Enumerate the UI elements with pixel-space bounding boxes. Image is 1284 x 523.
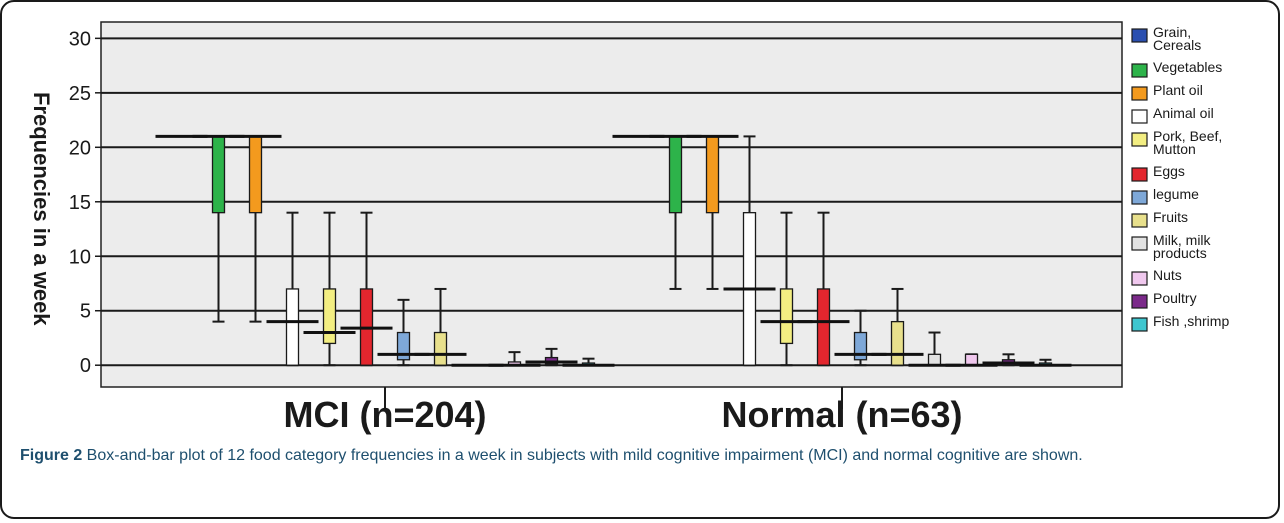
- legend-swatch: [1131, 317, 1148, 332]
- box-0-10: [525, 347, 578, 367]
- legend-label-line: legume: [1153, 186, 1199, 202]
- legend-label-line: Grain,: [1153, 24, 1191, 40]
- legend-swatch: [1131, 271, 1148, 286]
- legend-item-11: Fish ,shrimp: [1131, 313, 1229, 332]
- box-1-9: [945, 353, 998, 367]
- legend-label-line: Fruits: [1153, 209, 1188, 225]
- y-tick-label-0: 0: [80, 355, 91, 377]
- legend-label-line: Eggs: [1153, 163, 1185, 179]
- box-0-4: [303, 211, 356, 367]
- legend-item-1: Vegetables: [1131, 59, 1222, 78]
- legend-label-line: Vegetables: [1153, 59, 1222, 75]
- legend-item-0: Grain,Cereals: [1131, 24, 1201, 53]
- y-tick-label-15: 15: [69, 192, 91, 214]
- box-plot-chart: 0 5 10 15 20 25 30 Frequencies in a week MCI (n=…: [29, 21, 1229, 435]
- caption-text: Box-and-bar plot of 12 food category fre…: [82, 447, 1083, 464]
- box-body: [322, 288, 337, 345]
- box-body: [248, 135, 263, 214]
- box-0-9: [488, 351, 541, 367]
- box-body: [705, 135, 720, 214]
- box-body: [433, 331, 448, 366]
- legend-item-10: Poultry: [1131, 290, 1197, 309]
- legend-item-3: Animal oil: [1131, 105, 1214, 124]
- box-1-1: [649, 134, 702, 290]
- legend-label-line: Animal oil: [1153, 105, 1214, 121]
- box-body: [890, 320, 905, 366]
- box-0-5: [340, 211, 393, 367]
- legend-swatch: [1131, 294, 1148, 309]
- y-tick-label-10: 10: [69, 246, 91, 268]
- box-1-11: [1019, 358, 1072, 367]
- legend-label-line: Fish ,shrimp: [1153, 313, 1229, 329]
- figure-caption: Figure 2 Box-and-bar plot of 12 food cat…: [20, 443, 1272, 469]
- legend-label-line: Pork, Beef,: [1153, 128, 1222, 144]
- legend-swatch: [1131, 28, 1148, 43]
- legend-label-line: Nuts: [1153, 267, 1182, 283]
- box-1-3: [723, 135, 776, 367]
- legend-item-5: Eggs: [1131, 163, 1185, 182]
- y-tick-label-25: 25: [69, 83, 91, 105]
- x-group-label-1: Normal (n=63): [721, 394, 962, 435]
- legend-item-4: Pork, Beef,Mutton: [1131, 128, 1222, 157]
- y-axis-label: Frequencies in a week: [29, 92, 54, 326]
- box-0-3: [266, 211, 319, 367]
- legend-swatch: [1131, 109, 1148, 124]
- box-1-6: [834, 309, 887, 367]
- box-body: [964, 353, 979, 366]
- box-body: [779, 288, 794, 345]
- box-0-1: [192, 134, 245, 323]
- legend-label-line: Mutton: [1153, 141, 1196, 157]
- legend-swatch: [1131, 190, 1148, 205]
- legend-swatch: [1131, 236, 1148, 251]
- y-tick-label-20: 20: [69, 137, 91, 159]
- box-body: [285, 288, 300, 366]
- box-0-11: [562, 357, 615, 367]
- legend-item-7: Fruits: [1131, 209, 1188, 228]
- box-1-2: [686, 134, 739, 290]
- box-body: [816, 288, 831, 366]
- box-1-10: [982, 353, 1035, 367]
- legend-swatch: [1131, 213, 1148, 228]
- box-1-7: [871, 287, 924, 367]
- legend-swatch: [1131, 132, 1148, 147]
- legend-item-9: Nuts: [1131, 267, 1182, 286]
- legend-label-line: Poultry: [1153, 290, 1197, 306]
- x-group-label-0: MCI (n=204): [283, 394, 486, 435]
- box-0-7: [414, 287, 467, 367]
- legend-swatch: [1131, 63, 1148, 78]
- legend-label-line: Cereals: [1153, 37, 1201, 53]
- box-body: [927, 353, 942, 366]
- legend-item-2: Plant oil: [1131, 82, 1203, 101]
- plot-area: [100, 21, 1123, 388]
- legend-label-line: products: [1153, 245, 1207, 261]
- y-tick-label-30: 30: [69, 28, 91, 50]
- box-0-2: [229, 134, 282, 323]
- legend-item-6: legume: [1131, 186, 1199, 205]
- legend-swatch: [1131, 86, 1148, 101]
- legend-label-line: Plant oil: [1153, 82, 1203, 98]
- box-body: [668, 135, 683, 214]
- box-body: [211, 135, 226, 214]
- y-tick-label-5: 5: [80, 301, 91, 323]
- legend-swatch: [1131, 167, 1148, 182]
- legend-label-line: Milk, milk: [1153, 232, 1212, 248]
- caption-label: Figure 2: [20, 447, 83, 464]
- box-1-5: [797, 211, 850, 367]
